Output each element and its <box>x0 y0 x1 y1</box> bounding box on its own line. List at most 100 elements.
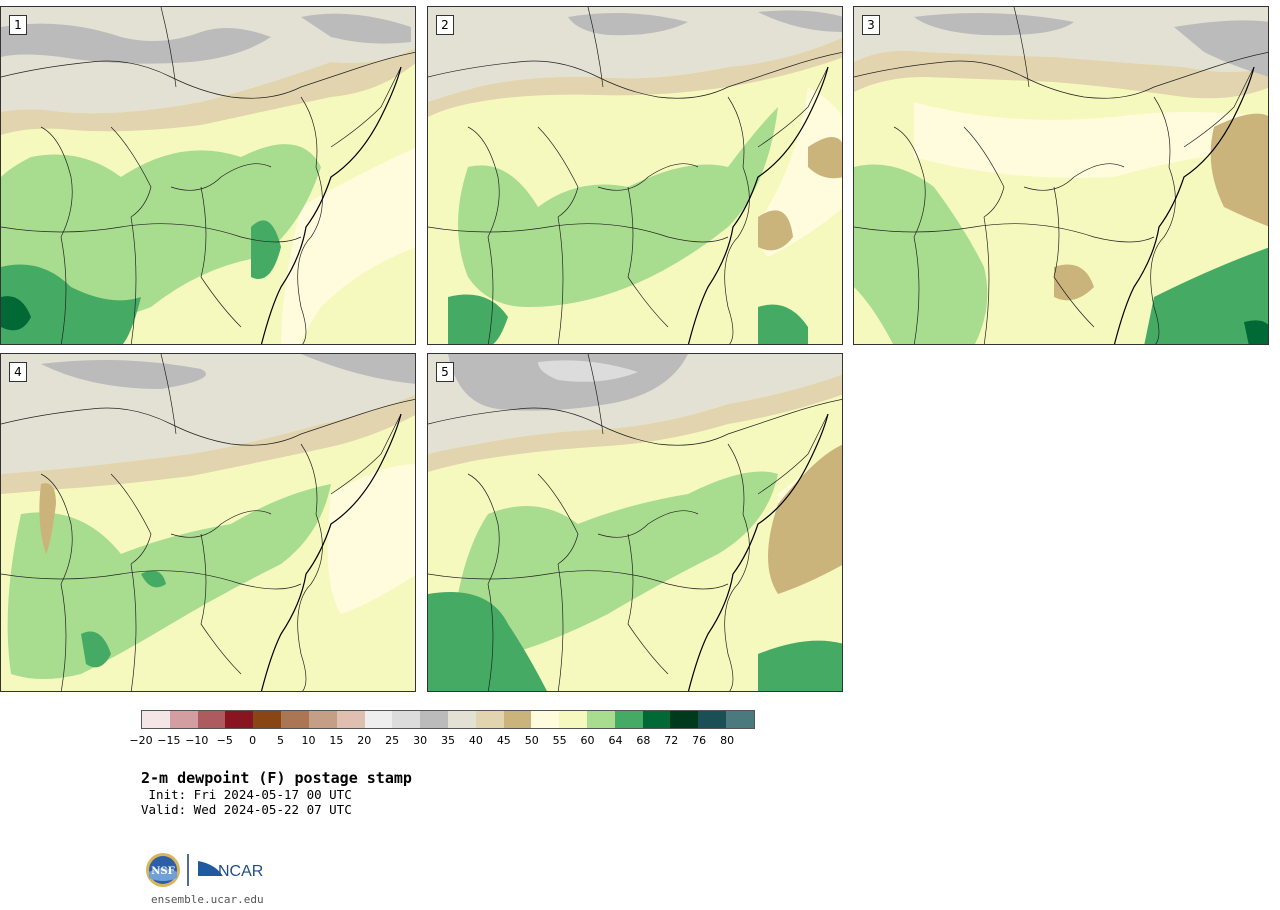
boundary-line <box>487 583 494 691</box>
dewpoint-region <box>1244 320 1268 344</box>
postage-stamp-panel: 3 <box>853 6 1269 345</box>
colorbar-swatch <box>642 711 671 728</box>
colorbar-swatch <box>253 711 282 728</box>
colorbar-swatch <box>142 711 170 728</box>
init-time: Init: Fri 2024-05-17 00 UTC <box>141 787 352 802</box>
boundary-line <box>983 216 990 344</box>
boundary-line <box>428 570 729 590</box>
boundary-line <box>597 510 699 538</box>
dewpoint-region <box>301 13 411 44</box>
colorbar-tick-label: 45 <box>496 734 511 747</box>
dewpoint-region <box>854 164 988 344</box>
colorbar-swatch <box>169 711 198 728</box>
boundary-line <box>60 236 67 344</box>
boundary-line <box>130 563 137 691</box>
boundary-line <box>428 399 842 446</box>
dewpoint-region <box>1 48 415 135</box>
boundary-line <box>587 7 604 88</box>
boundary-line <box>627 533 669 675</box>
boundary-line <box>170 510 272 538</box>
boundary-line <box>757 66 829 148</box>
colorbar-tick-label: 20 <box>357 734 372 747</box>
ensemble-url: ensemble.ucar.edu <box>151 893 264 906</box>
boundary-line <box>1013 7 1030 88</box>
svg-text:NCAR: NCAR <box>218 863 263 880</box>
dewpoint-map <box>1 7 415 344</box>
colorbar-swatch <box>475 711 504 728</box>
colorbar-tick-label: −20 <box>129 734 153 747</box>
dewpoint-region <box>808 137 842 179</box>
dewpoint-region <box>1 394 415 494</box>
boundary-line <box>1150 96 1176 344</box>
ensemble-member-number: 3 <box>862 15 880 35</box>
dewpoint-region <box>1 296 31 331</box>
dewpoint-region <box>327 464 415 614</box>
dewpoint-region <box>428 7 842 102</box>
colorbar-swatch <box>670 711 699 728</box>
coastline <box>1113 66 1255 344</box>
boundary-line <box>1023 163 1125 191</box>
boundary-line <box>297 96 323 344</box>
colorbar-tick-label: 76 <box>692 734 707 747</box>
boundary-line <box>130 216 137 344</box>
boundary-line <box>330 413 402 495</box>
dewpoint-region <box>458 471 778 654</box>
dewpoint-region <box>854 50 1268 99</box>
boundary-line <box>110 126 152 218</box>
boundary-line <box>597 163 699 191</box>
colorbar-tick-label: 60 <box>580 734 595 747</box>
boundary-line <box>110 473 152 565</box>
nsf-seal-icon: NSF <box>146 853 180 887</box>
boundary-line <box>893 126 926 238</box>
boundary-line <box>1 223 302 243</box>
colorbar-tick-label: 80 <box>720 734 735 747</box>
dewpoint-region <box>768 444 842 594</box>
boundary-line <box>627 186 669 328</box>
ensemble-member-number: 5 <box>436 362 454 382</box>
dewpoint-region <box>914 102 1268 178</box>
ncar-logo-icon: NCAR <box>198 861 263 880</box>
colorbar-swatch <box>336 711 365 728</box>
coastline <box>687 413 829 691</box>
boundary-line <box>587 354 604 435</box>
boundary-line <box>913 236 920 344</box>
postage-stamp-panel: 4 <box>0 353 416 692</box>
boundary-line <box>200 186 242 328</box>
boundary-line <box>1053 186 1095 328</box>
boundary-line <box>854 223 1155 243</box>
dewpoint-region <box>1 23 271 64</box>
dewpoint-region <box>1 144 321 321</box>
figure-title: 2-m dewpoint (F) postage stamp <box>141 769 412 787</box>
dewpoint-region <box>758 304 808 344</box>
postage-stamp-panel: 5 <box>427 353 843 692</box>
boundary-line <box>1 570 302 590</box>
dewpoint-region <box>281 147 415 344</box>
boundary-line <box>537 126 579 218</box>
colorbar-tick-label: −15 <box>157 734 181 747</box>
dewpoint-region <box>758 640 842 691</box>
colorbar-swatch <box>447 711 476 728</box>
colorbar-swatch <box>559 711 587 728</box>
dewpoint-colorbar <box>141 710 755 729</box>
dewpoint-region <box>81 631 111 668</box>
dewpoint-region <box>141 570 166 588</box>
boundary-line <box>40 473 73 585</box>
boundary-line <box>537 473 579 565</box>
colorbar-swatch <box>364 711 393 728</box>
dewpoint-region <box>758 210 793 251</box>
dewpoint-region <box>7 484 332 679</box>
dewpoint-region <box>301 354 415 384</box>
boundary-line <box>160 354 177 435</box>
postage-stamp-panel: 2 <box>427 6 843 345</box>
dewpoint-region <box>251 220 281 279</box>
dewpoint-map <box>428 354 842 691</box>
boundary-line <box>200 533 242 675</box>
colorbar-tick-label: −5 <box>216 734 233 747</box>
boundary-line <box>1183 66 1255 148</box>
colorbar-swatch <box>503 711 532 728</box>
boundary-line <box>428 223 729 243</box>
boundary-line <box>487 236 494 344</box>
colorbar-tick-label: 25 <box>385 734 400 747</box>
ensemble-member-number: 2 <box>436 15 454 35</box>
boundary-line <box>40 126 73 238</box>
